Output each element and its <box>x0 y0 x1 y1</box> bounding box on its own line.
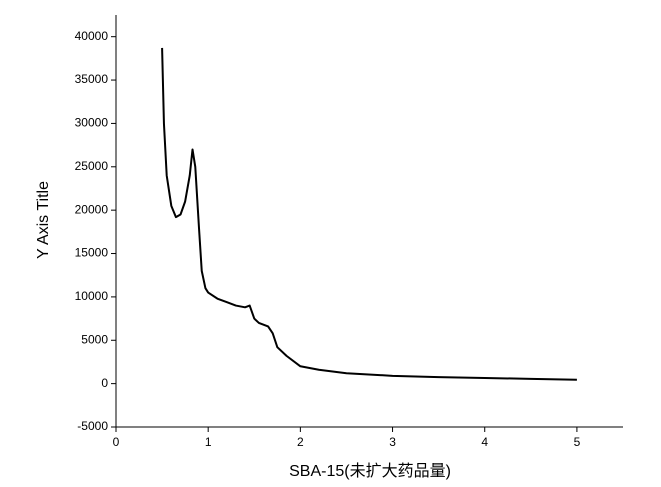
y-axis-title: Y Axis Title <box>35 181 52 259</box>
x-tick-label: 2 <box>297 435 304 449</box>
y-tick-label: -5000 <box>77 419 108 433</box>
y-tick-label: 20000 <box>75 202 109 216</box>
x-tick-label: 3 <box>389 435 396 449</box>
x-tick-label: 1 <box>205 435 212 449</box>
y-tick-label: 35000 <box>75 72 109 86</box>
x-tick-label: 0 <box>113 435 120 449</box>
y-tick-label: 15000 <box>75 246 109 260</box>
y-tick-label: 25000 <box>75 159 109 173</box>
y-tick-label: 5000 <box>81 332 108 346</box>
x-tick-label: 4 <box>481 435 488 449</box>
y-tick-label: 10000 <box>75 289 109 303</box>
x-axis-title: SBA-15(未扩大药品量) <box>289 462 451 480</box>
data-line <box>161 47 577 381</box>
y-tick-label: 40000 <box>75 29 109 43</box>
y-tick-label: 30000 <box>75 116 109 130</box>
y-tick-label: 0 <box>101 376 108 390</box>
x-tick-label: 5 <box>574 435 581 449</box>
